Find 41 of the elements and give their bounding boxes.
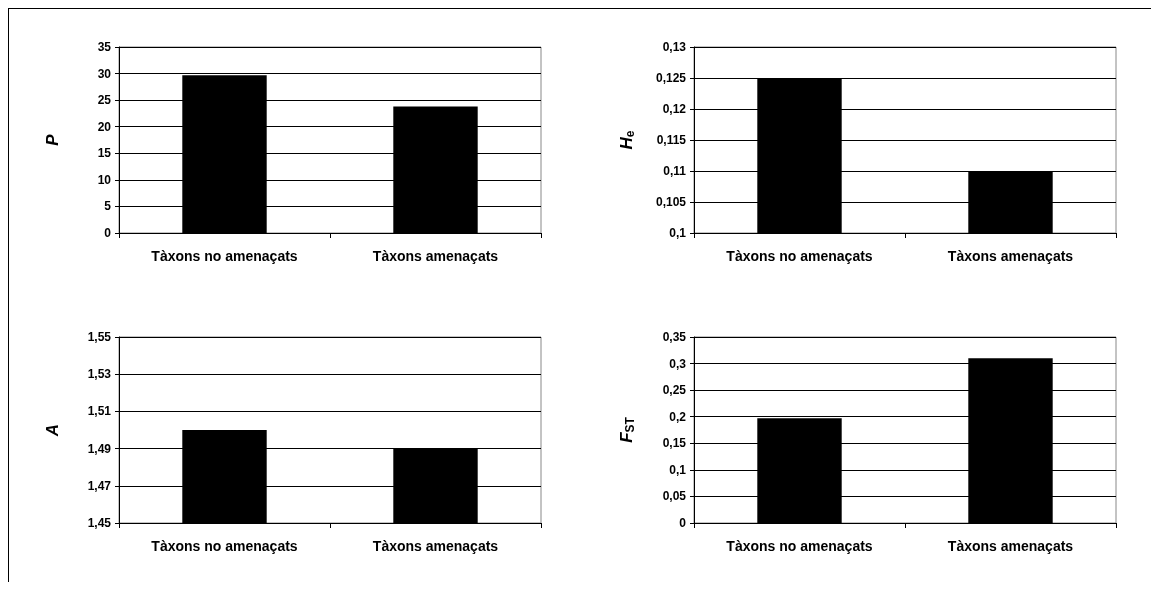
y-tick-label: 20 (97, 119, 112, 134)
y-tick-label: 5 (104, 199, 112, 214)
x-tick-label: Tàxons no amenaçats (726, 538, 873, 554)
y-tick-label: 0,105 (655, 195, 687, 209)
y-tick-label: 0,2 (669, 409, 687, 424)
x-tick-label: Tàxons amenaçats (372, 248, 499, 264)
y-axis-title: FST (616, 416, 637, 443)
y-tick-label: 0 (679, 516, 687, 530)
y-tick-label: 1,55 (87, 330, 112, 344)
y-tick-label: 0,115 (656, 133, 687, 147)
y-tick-label: 0 (104, 226, 112, 240)
y-tick-label: 0,1 (669, 226, 687, 240)
y-tick-label: 1,49 (87, 441, 112, 456)
y-axis-title: He (616, 130, 637, 150)
x-tick-label: Tàxons no amenaçats (151, 538, 298, 554)
y-tick-label: 0,15 (662, 436, 687, 451)
x-tick-label: Tàxons no amenaçats (726, 248, 873, 264)
y-tick-label: 0,35 (662, 330, 687, 344)
x-tick-label: Tàxons amenaçats (947, 248, 1074, 264)
y-tick-label: 1,51 (87, 404, 112, 419)
y-tick-label: 0,1 (669, 462, 687, 477)
y-tick-label: 0,11 (663, 164, 687, 178)
y-tick-label: 1,45 (87, 516, 112, 530)
y-tick-label: 30 (97, 66, 112, 81)
y-tick-label: 0,12 (662, 102, 687, 116)
y-tick-label: 1,47 (87, 478, 112, 493)
y-tick-label: 0,125 (655, 71, 687, 85)
x-tick-label: Tàxons amenaçats (372, 538, 499, 554)
y-tick-label: 0,3 (669, 356, 687, 371)
y-tick-label: 0,05 (662, 489, 687, 504)
y-tick-label: 25 (97, 93, 112, 108)
y-tick-label: 1,53 (87, 367, 112, 382)
x-tick-label: Tàxons no amenaçats (151, 248, 298, 264)
y-tick-label: 15 (97, 146, 112, 161)
y-tick-label: 35 (97, 40, 112, 54)
y-tick-label: 10 (97, 172, 112, 187)
y-axis-title: A (43, 423, 62, 438)
y-tick-label: 0,13 (662, 40, 687, 54)
x-tick-label: Tàxons amenaçats (947, 538, 1074, 554)
y-axis-title: P (43, 133, 62, 146)
y-tick-label: 0,25 (662, 383, 687, 398)
